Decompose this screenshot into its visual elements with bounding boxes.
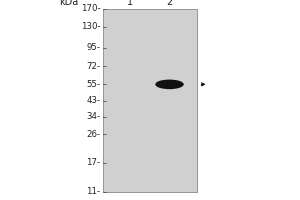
Text: 11-: 11-	[86, 187, 100, 196]
Text: 2: 2	[167, 0, 172, 7]
Text: 55-: 55-	[86, 80, 100, 89]
Text: 95-: 95-	[86, 43, 100, 52]
Text: kDa: kDa	[59, 0, 79, 7]
Text: 17-: 17-	[86, 158, 100, 167]
Text: 130-: 130-	[81, 22, 100, 31]
Text: 72-: 72-	[86, 62, 100, 71]
Text: 1: 1	[128, 0, 134, 7]
Text: 43-: 43-	[86, 96, 100, 105]
Text: 26-: 26-	[86, 130, 100, 139]
Ellipse shape	[155, 80, 184, 89]
Text: 170-: 170-	[81, 4, 100, 13]
Bar	[103, 9, 196, 192]
Text: 34-: 34-	[86, 112, 100, 121]
